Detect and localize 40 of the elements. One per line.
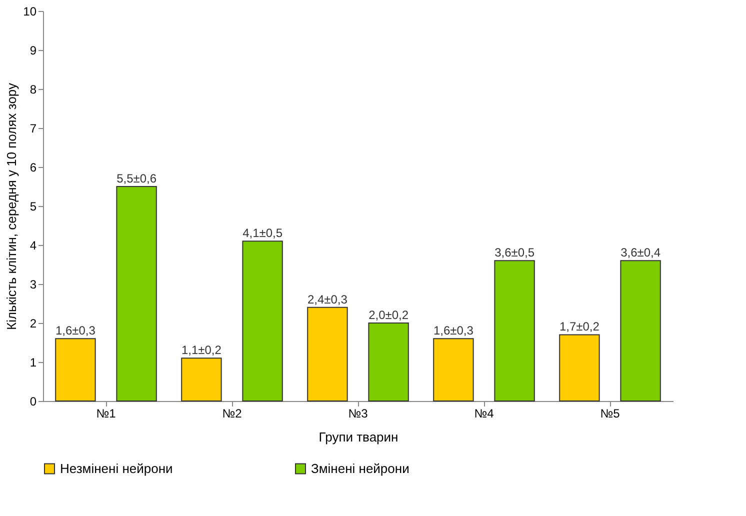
y-axis-title: Кількість клітин, середня у 10 полях зору — [4, 82, 20, 330]
legend-label: Змінені нейрони — [311, 460, 410, 476]
data-label: 5,5±0,6 — [116, 172, 157, 186]
y-tick-label: 5 — [30, 200, 37, 214]
data-label: 1,7±0,2 — [559, 320, 600, 334]
bar — [307, 306, 348, 402]
y-tick-label: 2 — [30, 316, 37, 330]
x-tick-label: №2 — [222, 406, 242, 420]
x-tick-label: №5 — [600, 406, 620, 420]
x-tick-label: №3 — [348, 406, 368, 420]
data-label: 1,6±0,3 — [55, 324, 96, 338]
data-label: 3,6±0,4 — [620, 246, 661, 260]
bar — [559, 334, 600, 402]
bar — [55, 338, 96, 402]
bar — [620, 260, 661, 402]
bar — [368, 322, 409, 402]
bar — [242, 240, 283, 402]
y-tick-label: 8 — [30, 82, 37, 96]
x-tick-label: №1 — [96, 406, 116, 420]
bar — [116, 186, 157, 402]
x-axis-title: Групи тварин — [318, 430, 398, 444]
bar — [433, 338, 474, 402]
y-tick-label: 3 — [30, 278, 37, 292]
y-tick-label: 0 — [30, 394, 37, 408]
y-tick-label: 7 — [30, 122, 37, 136]
bar — [181, 358, 222, 402]
x-tick-label: №4 — [474, 406, 494, 420]
y-tick-label: 9 — [30, 44, 37, 58]
data-label: 3,6±0,5 — [494, 246, 535, 260]
data-label: 1,1±0,2 — [181, 343, 222, 358]
legend-label: Незмінені нейрони — [60, 460, 173, 476]
data-label: 4,1±0,5 — [242, 226, 283, 240]
y-tick-label: 1 — [30, 356, 37, 370]
bar — [494, 260, 535, 402]
data-label: 2,4±0,3 — [307, 292, 348, 306]
y-tick-label: 6 — [30, 160, 37, 174]
data-label: 2,0±0,2 — [368, 308, 409, 322]
data-label: 1,6±0,3 — [433, 324, 474, 338]
y-tick-label: 4 — [30, 238, 37, 252]
y-tick-label: 10 — [23, 4, 37, 18]
